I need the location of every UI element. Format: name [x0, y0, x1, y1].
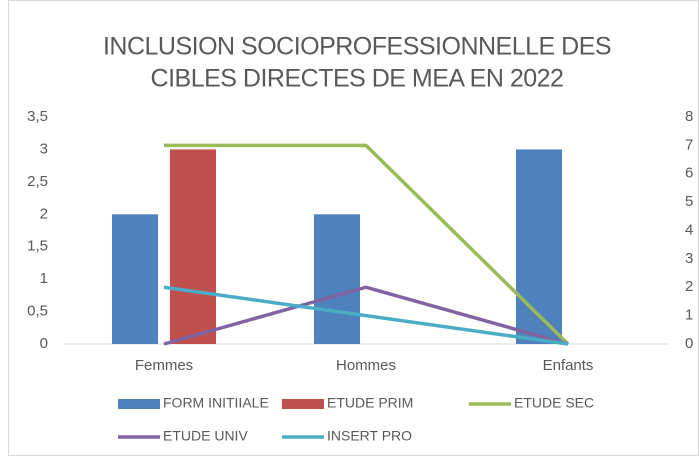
y-tick-label: 3,5	[27, 108, 48, 125]
y2-tick-label: 7	[685, 136, 693, 153]
y-tick-label: 1	[40, 270, 48, 287]
y-tick-label: 3	[40, 140, 48, 157]
y2-tick-label: 4	[685, 221, 693, 238]
bar	[516, 149, 562, 344]
legend-swatch	[282, 399, 324, 409]
bar	[314, 214, 360, 344]
bar	[112, 214, 158, 344]
y-tick-label: 0,5	[27, 303, 48, 320]
chart-title: CIBLES DIRECTES DE MEA EN 2022	[151, 65, 564, 93]
chart-title: INCLUSION SOCIOPROFESSIONNELLE DES	[103, 33, 611, 61]
y-tick-label: 0	[40, 335, 48, 352]
x-tick-label: Femmes	[135, 357, 193, 374]
y2-tick-label: 5	[685, 193, 693, 210]
y2-tick-label: 1	[685, 307, 693, 324]
y2-tick-label: 0	[685, 335, 693, 352]
legend-label: ETUDE UNIV	[163, 428, 248, 444]
legend-label: INSERT PRO	[327, 428, 412, 444]
bar	[170, 149, 216, 344]
line-series	[163, 285, 569, 346]
y2-tick-label: 3	[685, 250, 693, 267]
y-tick-label: 2,5	[27, 173, 48, 190]
y-tick-label: 2	[40, 205, 48, 222]
x-tick-label: Enfants	[543, 357, 594, 374]
legend-swatch	[118, 399, 160, 409]
legend-label: ETUDE SEC	[514, 395, 594, 411]
line-series	[164, 143, 570, 346]
y2-tick-label: 6	[685, 165, 693, 182]
y-tick-label: 1,5	[27, 238, 48, 255]
legend-label: FORM INITIIALE	[163, 395, 269, 411]
line-series	[163, 285, 569, 346]
legend-label: ETUDE PRIM	[327, 395, 413, 411]
y2-tick-label: 8	[685, 108, 693, 125]
x-tick-label: Hommes	[336, 357, 396, 374]
y2-tick-label: 2	[685, 278, 693, 295]
